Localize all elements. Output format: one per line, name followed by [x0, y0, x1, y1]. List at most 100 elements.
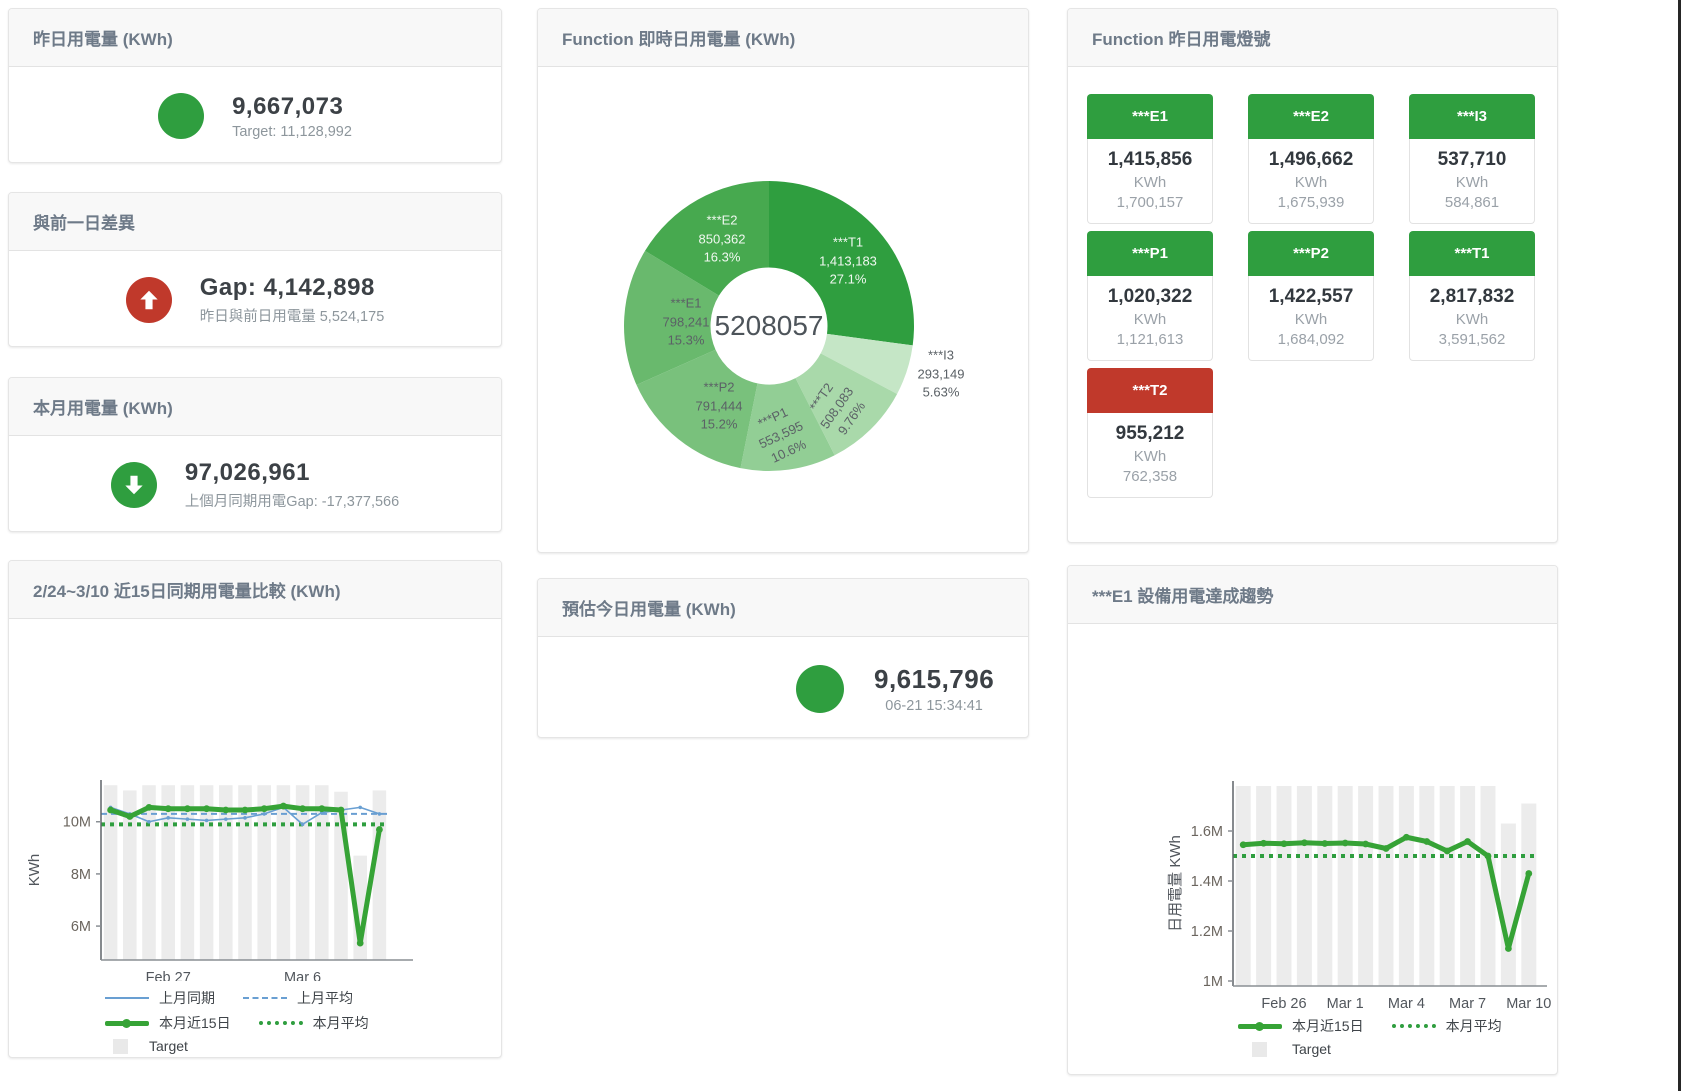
device-tile-i3: ***I3 537,710 KWh 584,861 — [1409, 94, 1535, 224]
card-header: 2/24~3/10 近15日同期用電量比較 (KWh) — [9, 561, 501, 619]
card-e1-trend: ***E1 設備用電達成趨勢 1M 1.2M 1.4M 1.6M Feb 26 Mar 1… — [1067, 565, 1558, 1075]
donut-chart: 5208057 ***T1 1,413,183 27.1% ***I3 293,149… — [538, 67, 1028, 552]
day-gap-value: Gap: 4,142,898 — [199, 274, 375, 301]
estimate-timestamp: 06-21 15:34:41 — [885, 697, 983, 714]
blue-dashed-swatch — [243, 997, 287, 999]
device-target: 1,684,092 — [1277, 331, 1345, 348]
svg-text:日用電量 KWh: 日用電量 KWh — [1167, 835, 1184, 932]
device-target: 1,121,613 — [1116, 331, 1184, 348]
svg-text:KWh: KWh — [26, 854, 43, 887]
card-header: 與前一日差異 — [9, 193, 501, 251]
gray-box-swatch — [113, 1038, 128, 1054]
trend-legend: 本月近15日 本月平均 Target — [1068, 1016, 1557, 1057]
yesterday-usage-target: Target: 11,128,992 — [232, 123, 352, 140]
status-circle-green — [158, 93, 205, 139]
device-unit: KWh — [1294, 174, 1328, 191]
device-target: 584,861 — [1444, 194, 1500, 211]
card-title: 本月用電量 (KWh) — [33, 399, 173, 418]
svg-text:10M: 10M — [63, 815, 91, 831]
device-name: ***T1 — [1409, 231, 1535, 276]
svg-text:Mar 10: Mar 10 — [1506, 996, 1551, 1009]
device-unit: KWh — [1294, 311, 1328, 328]
card-header: ***E1 設備用電達成趨勢 — [1068, 566, 1557, 624]
device-unit: KWh — [1133, 448, 1167, 465]
svg-text:1.4M: 1.4M — [1191, 874, 1223, 890]
svg-text:Mar 7: Mar 7 — [1449, 996, 1486, 1009]
device-tile-grid: ***E1 1,415,856 KWh 1,700,157 ***E2 1,49… — [1068, 67, 1557, 498]
svg-text:1M: 1M — [1203, 974, 1223, 990]
yesterday-usage-value: 9,667,073 — [232, 92, 344, 120]
device-name: ***T2 — [1087, 368, 1213, 413]
donut-slice-label-p2: ***P2 791,444 15.2% — [695, 379, 743, 432]
device-unit: KWh — [1455, 311, 1489, 328]
card-title: Function 即時日用電量 (KWh) — [562, 30, 796, 49]
device-target: 3,591,562 — [1438, 331, 1506, 348]
device-kwh-value: 1,496,662 — [1268, 149, 1354, 170]
card-title: 2/24~3/10 近15日同期用電量比較 (KWh) — [33, 582, 341, 601]
legend-item-target[interactable]: Target — [105, 1038, 188, 1054]
card-title: ***E1 設備用電達成趨勢 — [1092, 587, 1274, 606]
device-tile-t1: ***T1 2,817,832 KWh 3,591,562 — [1409, 231, 1535, 361]
legend-item-last-month-avg[interactable]: 上月平均 — [243, 988, 353, 1008]
svg-text:8M: 8M — [71, 867, 91, 883]
legend-item-this-month[interactable]: 本月近15日 — [1238, 1016, 1364, 1036]
device-kwh-value: 537,710 — [1437, 149, 1507, 170]
card-title: 預估今日用電量 (KWh) — [562, 600, 736, 619]
comparison-legend: 上月同期 上月平均 本月近15日 — [9, 988, 501, 1054]
device-kwh-value: 955,212 — [1115, 423, 1185, 444]
green-dotted-swatch — [258, 1021, 303, 1025]
gray-box-swatch — [1252, 1041, 1267, 1057]
device-tile-p1: ***P1 1,020,322 KWh 1,121,613 — [1087, 231, 1213, 361]
svg-text:6M: 6M — [71, 919, 91, 935]
device-kwh-value: 1,020,322 — [1107, 286, 1193, 307]
window-edge-scrollbar[interactable] — [1678, 0, 1681, 1091]
estimate-value: 9,615,796 — [874, 663, 995, 694]
device-kwh-value: 1,422,557 — [1268, 286, 1354, 307]
device-tile-t2: ***T2 955,212 KWh 762,358 — [1087, 368, 1213, 498]
arrow-down-icon — [110, 462, 157, 508]
card-month-usage: 本月用電量 (KWh) 97,026,961 上個月同期用電Gap: -17,3… — [8, 377, 502, 532]
card-header: Function 昨日用電燈號 — [1068, 9, 1557, 67]
device-tile-p2: ***P2 1,422,557 KWh 1,684,092 — [1248, 231, 1374, 361]
legend-item-target[interactable]: Target — [1238, 1041, 1331, 1057]
status-circle-green — [796, 664, 844, 713]
device-unit: KWh — [1133, 174, 1167, 191]
donut-slice-label-e2: ***E2 850,362 16.3% — [698, 212, 746, 265]
legend-item-this-month-avg[interactable]: 本月平均 — [1391, 1016, 1502, 1036]
comparison-chart: 6M 8M 10M Feb 27 Mar 6 KWh — [26, 780, 413, 986]
device-name: ***P2 — [1248, 231, 1374, 276]
device-unit: KWh — [1133, 311, 1167, 328]
legend-item-last-month[interactable]: 上月同期 — [105, 988, 215, 1008]
svg-text:Feb 26: Feb 26 — [1261, 996, 1306, 1009]
card-device-lights: Function 昨日用電燈號 ***E1 1,415,856 KWh 1,70… — [1067, 8, 1558, 543]
svg-text:1.2M: 1.2M — [1191, 924, 1223, 940]
card-header: Function 即時日用電量 (KWh) — [538, 9, 1028, 67]
green-dotted-swatch — [1391, 1024, 1436, 1028]
month-usage-value: 97,026,961 — [184, 459, 310, 486]
card-title: 昨日用電量 (KWh) — [33, 30, 173, 49]
card-title: 與前一日差異 — [33, 214, 135, 233]
card-header: 本月用電量 (KWh) — [9, 378, 501, 436]
green-line-swatch — [1238, 1021, 1282, 1031]
device-target: 1,675,939 — [1277, 194, 1345, 211]
arrow-up-icon — [125, 277, 172, 323]
svg-text:Feb 27: Feb 27 — [146, 970, 191, 981]
legend-item-this-month-avg[interactable]: 本月平均 — [258, 1013, 369, 1033]
device-tile-e2: ***E2 1,496,662 KWh 1,675,939 — [1248, 94, 1374, 224]
device-target: 762,358 — [1122, 468, 1178, 485]
card-yesterday-usage: 昨日用電量 (KWh) 9,667,073 Target: 11,128,992 — [8, 8, 502, 163]
device-target: 1,700,157 — [1116, 194, 1184, 211]
svg-text:1.6M: 1.6M — [1191, 824, 1223, 840]
svg-text:Mar 6: Mar 6 — [284, 970, 321, 981]
blue-line-swatch — [105, 997, 149, 999]
green-line-swatch — [105, 1018, 149, 1028]
device-name: ***E2 — [1248, 94, 1374, 139]
device-name: ***P1 — [1087, 231, 1213, 276]
device-kwh-value: 1,415,856 — [1107, 149, 1193, 170]
card-title: Function 昨日用電燈號 — [1092, 30, 1271, 49]
card-header: 昨日用電量 (KWh) — [9, 9, 501, 67]
card-today-estimate: 預估今日用電量 (KWh) 9,615,796 06-21 15:34:41 — [537, 578, 1029, 738]
legend-item-this-month[interactable]: 本月近15日 — [105, 1013, 231, 1033]
card-15day-comparison: 2/24~3/10 近15日同期用電量比較 (KWh) 6M 8M 10M Feb 2… — [8, 560, 502, 1058]
